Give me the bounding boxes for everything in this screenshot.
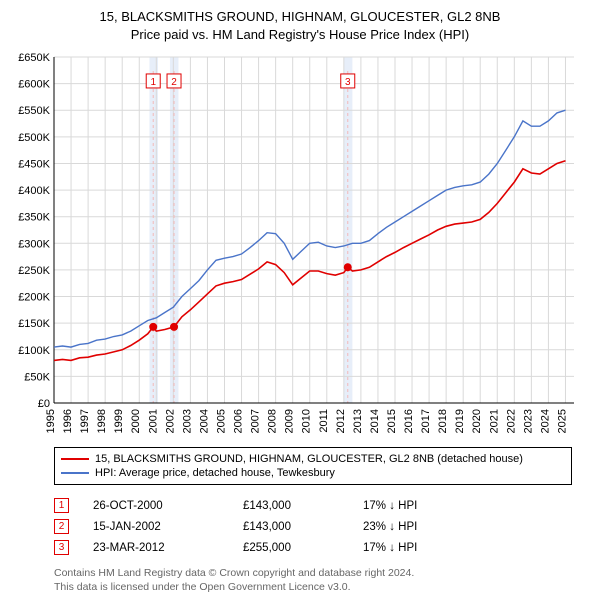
svg-text:£350K: £350K [18,212,50,224]
svg-text:£250K: £250K [18,265,50,277]
svg-text:2004: 2004 [198,409,210,433]
svg-text:2003: 2003 [181,409,193,433]
title-line1: 15, BLACKSMITHS GROUND, HIGHNAM, GLOUCES… [10,8,590,26]
svg-text:£150K: £150K [18,318,50,330]
svg-text:£200K: £200K [18,292,50,304]
svg-text:2017: 2017 [420,409,432,433]
sale-marker-row: 3 23-MAR-2012£255,00017% ↓ HPI [54,537,572,558]
svg-text:2007: 2007 [250,409,262,433]
sales-markers-table: 126-OCT-2000£143,00017% ↓ HPI215-JAN-200… [54,495,572,558]
svg-text:£400K: £400K [18,185,50,197]
chart-svg: £0 £50K £100K £150K £200K £250K £300K £350K £400… [10,49,590,439]
sale-marker-row: 1 26-OCT-2000£143,00017% ↓ HPI [54,495,572,516]
svg-text:2016: 2016 [403,409,415,433]
svg-text:2024: 2024 [539,409,551,433]
marker-date: 23-MAR-2012 [93,542,243,554]
legend-label: 15, BLACKSMITHS GROUND, HIGHNAM, GLOUCES… [95,453,523,465]
legend-label: HPI: Average price, detached house, Tewk… [95,467,335,479]
marker-price: £143,000 [243,521,363,533]
marker-price: £255,000 [243,542,363,554]
svg-text:2014: 2014 [369,409,381,433]
legend-swatch [61,458,89,460]
svg-text:2010: 2010 [301,409,313,433]
marker-badge: 1 [54,498,69,513]
chart-title: 15, BLACKSMITHS GROUND, HIGHNAM, GLOUCES… [10,8,590,43]
svg-text:£300K: £300K [18,238,50,250]
svg-text:2: 2 [171,77,177,88]
svg-text:£450K: £450K [18,159,50,171]
svg-text:£500K: £500K [18,132,50,144]
svg-text:£600K: £600K [18,79,50,91]
svg-text:2021: 2021 [488,409,500,433]
title-line2: Price paid vs. HM Land Registry's House … [10,26,590,44]
svg-text:2011: 2011 [318,409,330,433]
svg-text:1999: 1999 [113,409,125,433]
footer-line1: Contains HM Land Registry data © Crown c… [54,566,572,580]
svg-text:1998: 1998 [96,409,108,433]
legend: 15, BLACKSMITHS GROUND, HIGHNAM, GLOUCES… [54,447,572,485]
svg-text:1996: 1996 [62,409,74,433]
svg-text:1995: 1995 [45,409,57,433]
marker-date: 26-OCT-2000 [93,500,243,512]
svg-text:2006: 2006 [233,409,245,433]
marker-badge: 2 [54,519,69,534]
svg-text:2012: 2012 [335,409,347,433]
svg-text:2019: 2019 [454,409,466,433]
marker-delta: 17% ↓ HPI [363,542,473,554]
legend-swatch [61,472,89,474]
svg-text:2013: 2013 [352,409,364,433]
svg-text:3: 3 [345,77,351,88]
svg-text:2020: 2020 [471,409,483,433]
svg-text:2001: 2001 [147,409,159,433]
marker-delta: 23% ↓ HPI [363,521,473,533]
svg-text:2000: 2000 [130,409,142,433]
marker-badge: 3 [54,540,69,555]
svg-text:1: 1 [150,77,156,88]
svg-text:2009: 2009 [284,409,296,433]
svg-text:2002: 2002 [164,409,176,433]
svg-text:2018: 2018 [437,409,449,433]
svg-text:2008: 2008 [267,409,279,433]
footer-line2: This data is licensed under the Open Gov… [54,580,572,594]
legend-row: 15, BLACKSMITHS GROUND, HIGHNAM, GLOUCES… [61,452,565,466]
svg-text:£100K: £100K [18,345,50,357]
svg-text:2023: 2023 [522,409,534,433]
svg-text:£550K: £550K [18,105,50,117]
svg-text:2015: 2015 [386,409,398,433]
marker-delta: 17% ↓ HPI [363,500,473,512]
svg-text:2025: 2025 [556,409,568,433]
marker-date: 15-JAN-2002 [93,521,243,533]
footer-attribution: Contains HM Land Registry data © Crown c… [54,566,572,594]
marker-price: £143,000 [243,500,363,512]
svg-text:£650K: £650K [18,52,50,64]
svg-text:1997: 1997 [79,409,91,433]
svg-text:£50K: £50K [24,371,50,383]
legend-row: HPI: Average price, detached house, Tewk… [61,466,565,480]
svg-text:2022: 2022 [505,409,517,433]
svg-text:£0: £0 [38,398,50,410]
price-chart: £0 £50K £100K £150K £200K £250K £300K £350K £400… [10,49,590,439]
sale-marker-row: 2 15-JAN-2002£143,00023% ↓ HPI [54,516,572,537]
svg-text:2005: 2005 [215,409,227,433]
